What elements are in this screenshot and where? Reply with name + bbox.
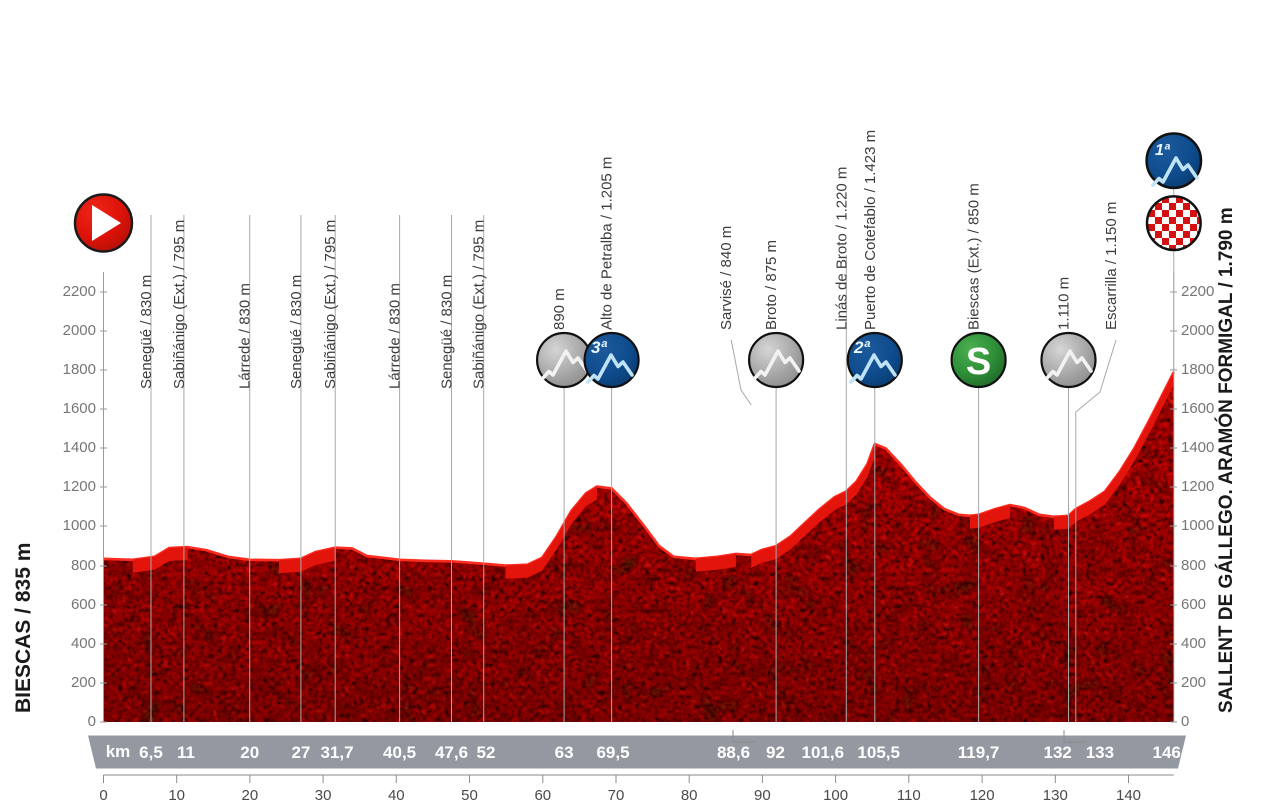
svg-text:40,5: 40,5: [383, 743, 416, 762]
svg-text:S: S: [966, 341, 991, 383]
svg-text:1800: 1800: [63, 361, 96, 378]
svg-text:3ª: 3ª: [591, 338, 607, 357]
svg-text:88,6: 88,6: [717, 743, 750, 762]
svg-text:400: 400: [71, 635, 96, 652]
svg-text:1400: 1400: [1181, 439, 1214, 456]
svg-text:146,4: 146,4: [1153, 743, 1196, 762]
svg-text:101,6: 101,6: [802, 743, 845, 762]
svg-text:69,5: 69,5: [596, 743, 629, 762]
svg-text:Senegüé / 830 m: Senegüé / 830 m: [138, 275, 155, 389]
svg-text:Sabiñánigo (Ext.) / 795 m: Sabiñánigo (Ext.) / 795 m: [471, 220, 488, 389]
svg-text:92: 92: [766, 743, 785, 762]
svg-text:110: 110: [897, 787, 921, 804]
svg-text:2ª: 2ª: [853, 338, 870, 357]
svg-text:BIESCAS / 835 m: BIESCAS / 835 m: [12, 543, 35, 713]
svg-text:50: 50: [461, 787, 478, 804]
svg-text:SALLENT DE GÁLLEGO. ARAMÓN FOR: SALLENT DE GÁLLEGO. ARAMÓN FORMIGAL / 1.…: [1215, 207, 1237, 713]
svg-text:40: 40: [388, 787, 405, 804]
svg-text:6,5: 6,5: [139, 743, 163, 762]
svg-text:120: 120: [970, 787, 995, 804]
svg-text:100: 100: [823, 787, 848, 804]
svg-text:20: 20: [240, 743, 259, 762]
svg-text:1.110 m: 1.110 m: [1056, 277, 1073, 330]
svg-text:800: 800: [1181, 557, 1206, 574]
svg-text:0: 0: [99, 787, 107, 804]
svg-text:200: 200: [71, 674, 96, 691]
svg-text:31,7: 31,7: [320, 743, 353, 762]
svg-text:1800: 1800: [1181, 361, 1214, 378]
svg-text:1200: 1200: [1181, 478, 1214, 495]
svg-text:90: 90: [754, 787, 771, 804]
svg-text:11: 11: [177, 743, 195, 762]
svg-text:Senegüé / 830 m: Senegüé / 830 m: [439, 275, 456, 389]
svg-text:1400: 1400: [63, 439, 96, 456]
svg-text:1600: 1600: [63, 400, 96, 417]
svg-text:600: 600: [1181, 596, 1206, 613]
svg-text:Broto / 875 m: Broto / 875 m: [763, 240, 780, 330]
svg-text:119,7: 119,7: [958, 743, 1000, 762]
svg-text:400: 400: [1181, 635, 1206, 652]
svg-text:Escarrilla / 1.150 m: Escarrilla / 1.150 m: [1103, 202, 1120, 330]
svg-text:2200: 2200: [1181, 283, 1214, 300]
svg-text:133: 133: [1086, 743, 1114, 762]
svg-text:200: 200: [1181, 674, 1206, 691]
svg-text:0: 0: [1181, 713, 1189, 730]
svg-text:2200: 2200: [63, 283, 96, 300]
svg-text:1000: 1000: [63, 517, 96, 534]
svg-text:Sabiñánigo (Ext.) / 795 m: Sabiñánigo (Ext.) / 795 m: [322, 220, 339, 389]
svg-text:52: 52: [477, 743, 496, 762]
svg-text:890 m: 890 m: [551, 288, 568, 330]
svg-text:105,5: 105,5: [857, 743, 900, 762]
svg-text:600: 600: [71, 596, 96, 613]
svg-text:2000: 2000: [63, 322, 96, 339]
svg-text:30: 30: [315, 787, 332, 804]
svg-text:63: 63: [555, 743, 574, 762]
svg-text:Lárrede / 830 m: Lárrede / 830 m: [237, 283, 254, 389]
svg-text:1200: 1200: [63, 478, 96, 495]
svg-text:Senegüé / 830 m: Senegüé / 830 m: [288, 275, 305, 389]
svg-text:132: 132: [1044, 743, 1072, 762]
svg-text:27: 27: [291, 743, 310, 762]
svg-text:80: 80: [681, 787, 698, 804]
svg-text:Puerto de Cotefablo / 1.423 m: Puerto de Cotefablo / 1.423 m: [862, 130, 879, 330]
svg-text:800: 800: [71, 557, 96, 574]
svg-text:Sabiñánigo (Ext.) / 795 m: Sabiñánigo (Ext.) / 795 m: [171, 220, 188, 389]
svg-text:Linás de Broto / 1.220 m: Linás de Broto / 1.220 m: [833, 167, 850, 330]
svg-text:70: 70: [608, 787, 625, 804]
svg-text:Sarvisé / 840 m: Sarvisé / 840 m: [718, 226, 735, 330]
svg-text:km: km: [106, 742, 131, 761]
svg-text:1600: 1600: [1181, 400, 1214, 417]
svg-text:1000: 1000: [1181, 517, 1214, 534]
svg-text:47,6: 47,6: [435, 743, 468, 762]
svg-text:130: 130: [1043, 787, 1068, 804]
svg-text:2000: 2000: [1181, 322, 1214, 339]
svg-text:1ª: 1ª: [1155, 142, 1171, 159]
svg-text:0: 0: [88, 713, 96, 730]
svg-text:140: 140: [1116, 787, 1141, 804]
svg-text:Alto de Petralba / 1.205 m: Alto de Petralba / 1.205 m: [599, 157, 616, 330]
svg-text:60: 60: [534, 787, 551, 804]
svg-text:Biescas (Ext.) / 850 m: Biescas (Ext.) / 850 m: [966, 183, 983, 330]
svg-text:10: 10: [168, 787, 185, 804]
svg-text:20: 20: [242, 787, 259, 804]
svg-text:Lárrede / 830 m: Lárrede / 830 m: [387, 283, 404, 389]
